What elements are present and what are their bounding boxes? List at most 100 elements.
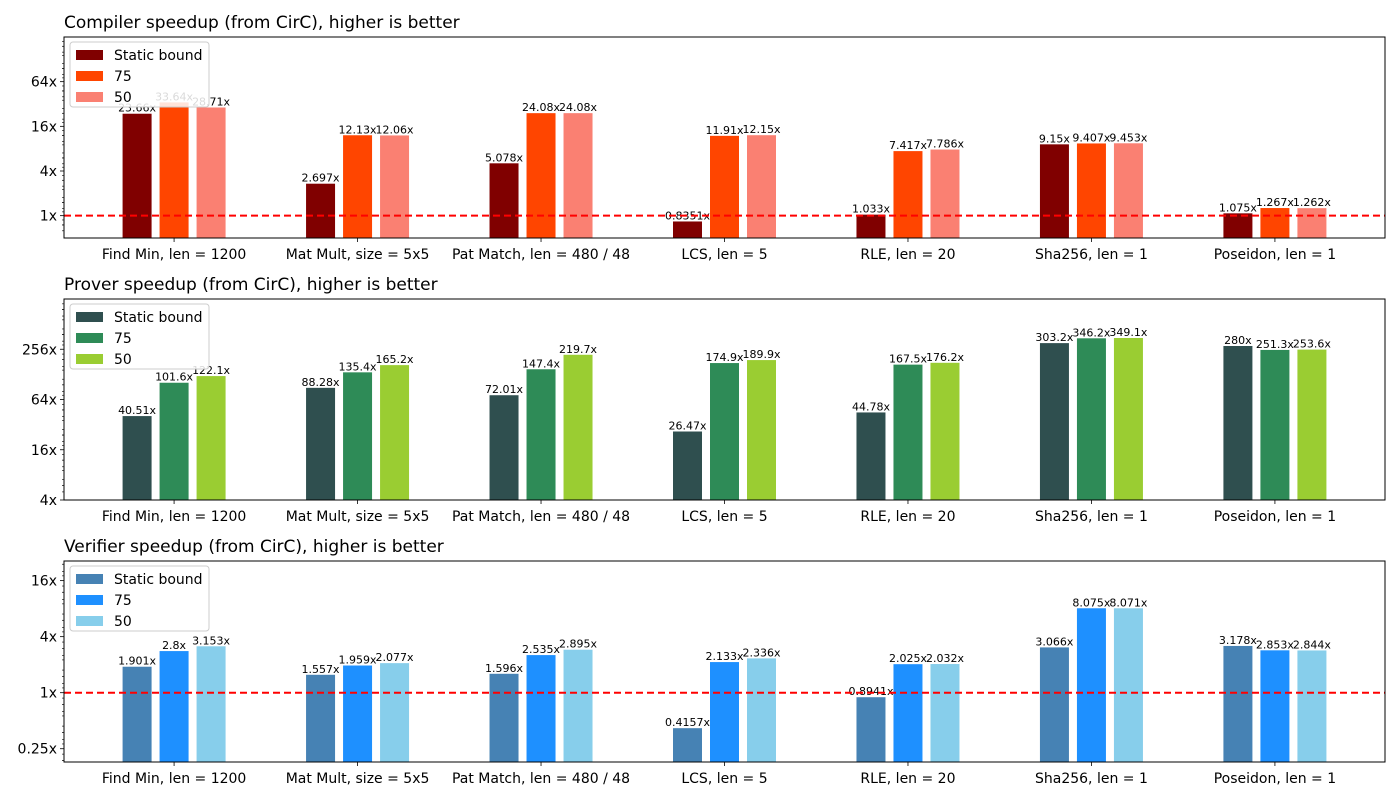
x-tick-label: Mat Mult, size = 5x5 xyxy=(286,509,430,525)
bar-2 xyxy=(893,151,923,238)
bar-value-label: 253.6x xyxy=(1293,338,1331,351)
bar-value-label: 40.51x xyxy=(118,404,156,417)
bar-3 xyxy=(1297,208,1327,238)
bar-value-label: 2.032x xyxy=(926,652,964,665)
bar-1 xyxy=(673,431,702,500)
bar-2 xyxy=(526,369,556,500)
bar-2 xyxy=(1076,338,1106,500)
bar-value-label: 101.6x xyxy=(155,371,193,384)
bar-3 xyxy=(196,376,226,500)
bar-value-label: 1.267x xyxy=(1256,196,1294,209)
bar-3 xyxy=(380,135,410,238)
bar-3 xyxy=(930,664,960,762)
bar-3 xyxy=(563,113,593,238)
bar-value-label: 1.901x xyxy=(118,655,156,668)
x-tick-label: Sha256, len = 1 xyxy=(1035,771,1148,787)
bar-1 xyxy=(1223,213,1253,238)
bar-value-label: 3.178x xyxy=(1219,634,1257,647)
bar-value-label: 147.4x xyxy=(522,357,560,370)
bar-value-label: 26.47x xyxy=(668,420,706,433)
bar-value-label: 251.3x xyxy=(1256,338,1294,351)
bar-value-label: 189.9x xyxy=(742,348,780,361)
legend-label: Static bound xyxy=(114,572,203,588)
bar-3 xyxy=(1113,338,1143,500)
bar-1 xyxy=(1223,645,1253,762)
legend-label: 75 xyxy=(114,593,132,609)
bar-1 xyxy=(489,395,519,500)
legend-swatch xyxy=(76,595,103,605)
legend-label: 50 xyxy=(114,614,132,630)
legend-swatch xyxy=(76,574,103,584)
bar-value-label: 8.075x xyxy=(1072,596,1110,609)
legend-swatch xyxy=(76,312,103,322)
bar-1 xyxy=(856,697,886,762)
y-tick-label: 1x xyxy=(40,209,57,225)
bar-value-label: 2.133x xyxy=(705,650,743,663)
x-tick-label: Find Min, len = 1200 xyxy=(102,509,247,525)
bar-value-label: 12.13x xyxy=(339,123,377,136)
bar-value-label: 2.697x xyxy=(302,172,340,185)
bar-value-label: 24.08x xyxy=(522,101,560,114)
bar-1 xyxy=(489,673,519,762)
bar-3 xyxy=(747,360,776,500)
bar-value-label: 174.9x xyxy=(705,351,743,364)
legend-swatch xyxy=(76,616,103,626)
bar-2 xyxy=(1076,143,1106,238)
bar-1 xyxy=(856,214,886,238)
bar-2 xyxy=(1260,650,1290,762)
bar-value-label: 44.78x xyxy=(852,400,890,413)
bar-2 xyxy=(1260,208,1290,238)
bar-3 xyxy=(930,362,960,500)
x-tick-label: Mat Mult, size = 5x5 xyxy=(286,247,430,263)
x-tick-label: Pat Match, len = 480 / 48 xyxy=(452,247,630,263)
bar-1 xyxy=(122,113,152,238)
bar-value-label: 219.7x xyxy=(559,343,597,356)
chart-title: Verifier speedup (from CirC), higher is … xyxy=(64,537,444,557)
bar-2 xyxy=(343,372,373,500)
x-tick-label: Mat Mult, size = 5x5 xyxy=(286,771,430,787)
bar-value-label: 280x xyxy=(1224,334,1252,347)
bar-2 xyxy=(526,113,556,238)
bar-value-label: 9.15x xyxy=(1039,132,1070,145)
bar-value-label: 176.2x xyxy=(926,351,964,364)
bar-value-label: 2.025x xyxy=(889,652,927,665)
bar-1 xyxy=(856,412,886,500)
bar-value-label: 1.075x xyxy=(1219,201,1257,214)
legend-box xyxy=(69,303,210,370)
bar-value-label: 1.596x xyxy=(485,662,523,675)
x-tick-label: LCS, len = 5 xyxy=(681,509,767,525)
bar-value-label: 2.853x xyxy=(1256,638,1294,651)
y-tick-label: 256x xyxy=(22,342,57,358)
x-tick-label: Pat Match, len = 480 / 48 xyxy=(452,509,630,525)
bar-value-label: 303.2x xyxy=(1035,331,1073,344)
y-tick-label: 4x xyxy=(40,630,57,646)
bar-2 xyxy=(1260,349,1290,500)
bar-value-label: 3.066x xyxy=(1035,635,1073,648)
bar-value-label: 0.8351x xyxy=(665,209,710,222)
bar-value-label: 9.407x xyxy=(1072,131,1110,144)
bar-value-label: 8.071x xyxy=(1109,596,1147,609)
y-tick-label: 4x xyxy=(40,164,57,180)
bar-3 xyxy=(563,354,593,500)
x-tick-label: Find Min, len = 1200 xyxy=(102,247,247,263)
y-tick-label: 16x xyxy=(31,443,57,459)
legend-label: 50 xyxy=(114,352,132,368)
bar-value-label: 1.262x xyxy=(1293,196,1331,209)
bar-2 xyxy=(159,651,189,762)
bar-value-label: 346.2x xyxy=(1072,326,1110,339)
bar-3 xyxy=(196,107,226,239)
bar-1 xyxy=(122,416,152,500)
bar-value-label: 12.06x xyxy=(376,123,414,136)
bar-1 xyxy=(673,728,702,762)
bar-3 xyxy=(930,149,960,238)
chart-panel-2: Prover speedup (from CirC), higher is be… xyxy=(22,275,1386,525)
chart-panel-1: Compiler speedup (from CirC), higher is … xyxy=(31,13,1386,263)
y-tick-label: 4x xyxy=(40,493,57,509)
bar-2 xyxy=(710,363,739,500)
legend: Static bound 75 50 xyxy=(69,565,210,632)
legend: Static bound 75 50 xyxy=(69,41,210,108)
bar-2 xyxy=(343,135,373,238)
legend-swatch xyxy=(76,50,103,60)
bar-1 xyxy=(306,674,336,762)
